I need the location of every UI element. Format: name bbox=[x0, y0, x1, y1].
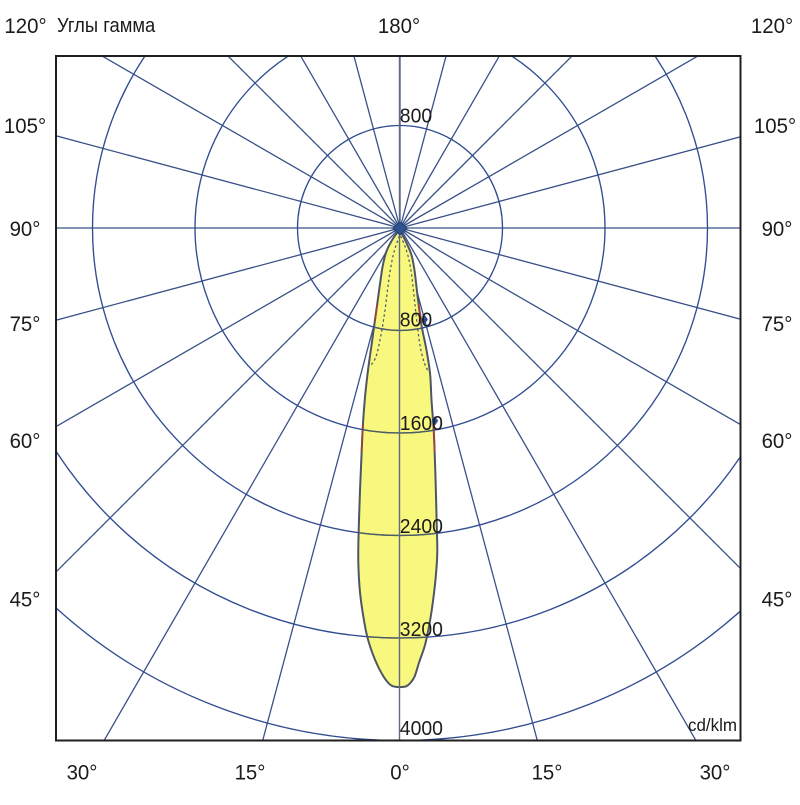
svg-text:120°: 120° bbox=[4, 14, 46, 38]
svg-text:180°: 180° bbox=[378, 14, 420, 38]
svg-text:90°: 90° bbox=[10, 217, 41, 241]
svg-text:cd/klm: cd/klm bbox=[688, 715, 737, 735]
svg-text:75°: 75° bbox=[10, 312, 41, 336]
svg-text:105°: 105° bbox=[4, 114, 46, 138]
svg-text:75°: 75° bbox=[762, 312, 793, 336]
svg-text:15°: 15° bbox=[235, 761, 266, 785]
svg-text:15°: 15° bbox=[532, 761, 563, 785]
svg-text:60°: 60° bbox=[762, 429, 793, 453]
svg-text:90°: 90° bbox=[762, 217, 793, 241]
svg-text:105°: 105° bbox=[754, 114, 796, 138]
svg-text:30°: 30° bbox=[700, 761, 731, 785]
svg-text:30°: 30° bbox=[67, 761, 98, 785]
svg-text:1600: 1600 bbox=[400, 413, 443, 435]
svg-text:Углы гамма: Углы гамма bbox=[57, 15, 156, 37]
svg-text:800: 800 bbox=[400, 105, 432, 127]
svg-text:0°: 0° bbox=[390, 761, 410, 785]
svg-text:45°: 45° bbox=[10, 588, 41, 612]
svg-text:3200: 3200 bbox=[400, 619, 443, 641]
svg-text:120°: 120° bbox=[751, 14, 793, 38]
svg-text:45°: 45° bbox=[762, 588, 793, 612]
svg-text:60°: 60° bbox=[10, 429, 41, 453]
svg-text:2400: 2400 bbox=[400, 516, 443, 538]
svg-text:800: 800 bbox=[400, 309, 432, 331]
svg-text:4000: 4000 bbox=[400, 718, 443, 740]
